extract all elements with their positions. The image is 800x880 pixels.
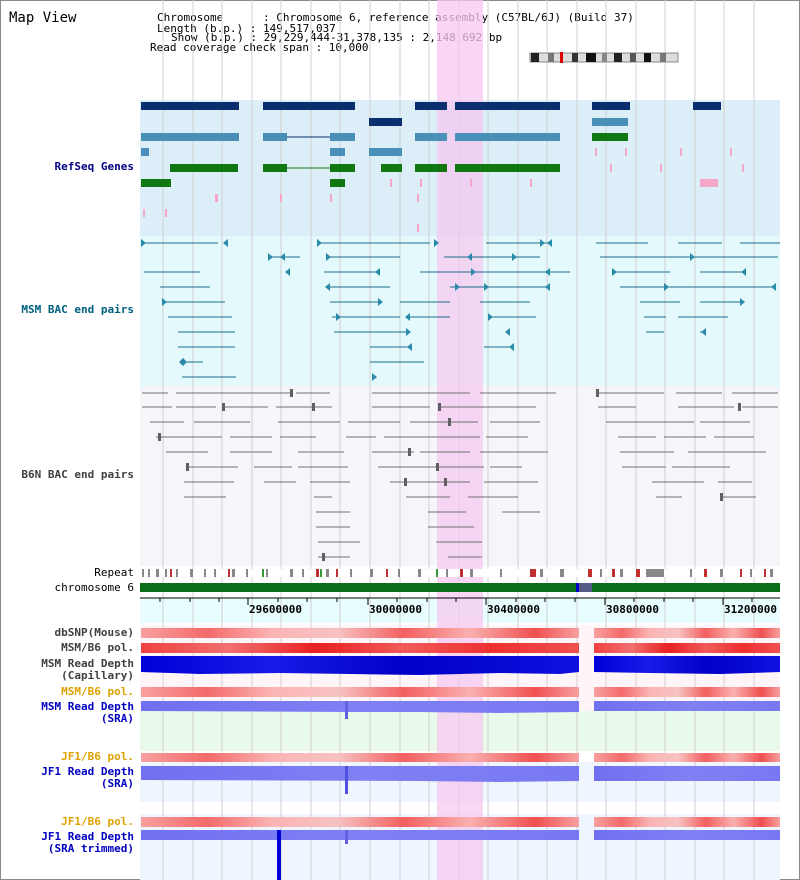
axis-tick-label: 30000000	[369, 603, 422, 616]
b6n-bac-pairs	[142, 392, 778, 558]
axis-tick-label: 30800000	[606, 603, 659, 616]
msm-b6-pol-sra-label: MSM/B6 pol.	[61, 685, 134, 698]
axis-tick-label: 30400000	[487, 603, 540, 616]
chromosome-label: chromosome 6	[54, 581, 134, 594]
b6n-bac-label[interactable]: B6N BAC end pairs	[21, 468, 134, 481]
highlight-region	[437, 0, 483, 880]
msm-depth-capillary-sublabel: (Capillary)	[61, 669, 134, 682]
chromosome-ideogram	[529, 52, 679, 63]
axis-tick-label: 31200000	[724, 603, 777, 616]
chromosome-gap-marker	[576, 583, 579, 592]
length-info: Length (b.p.) : 149,517,037	[157, 22, 336, 35]
repeat-track	[140, 569, 780, 577]
refseq-genes-label[interactable]: RefSeq Genes	[54, 160, 134, 173]
msm-depth-sra-sublabel: (SRA)	[100, 712, 134, 725]
b6n-bac-ends	[158, 389, 741, 561]
jf1-b6-pol-label: JF1/B6 pol.	[61, 750, 134, 763]
page-title: Map View	[9, 10, 77, 26]
jf1-depth-trimmed-label: JF1 Read Depth	[41, 830, 134, 843]
gridlines	[162, 0, 755, 880]
axis-tick-label: 29600000	[249, 603, 302, 616]
jf1-b6-pol-trimmed-label: JF1/B6 pol.	[61, 815, 134, 828]
jf1-depth-trimmed-sublabel: (SRA trimmed)	[47, 842, 134, 855]
coverage-tracks	[141, 628, 780, 880]
chromosome-gap	[576, 583, 592, 592]
msm-depth-sra-label: MSM Read Depth	[41, 700, 134, 713]
repeat-label: Repeat	[94, 566, 134, 579]
chromosome-bar	[140, 583, 780, 592]
position-axis	[140, 597, 780, 605]
msm-b6-pol-label: MSM/B6 pol.	[61, 641, 134, 654]
jf1-depth-sra-label: JF1 Read Depth	[41, 765, 134, 778]
refseq-genes	[141, 102, 744, 232]
jf1-depth-sra-sublabel: (SRA)	[100, 777, 134, 790]
msm-bac-ends	[141, 239, 776, 381]
msm-bac-label[interactable]: MSM BAC end pairs	[21, 303, 134, 316]
dbsnp-label: dbSNP(Mouse)	[54, 626, 134, 639]
msm-depth-capillary-label: MSM Read Depth	[41, 657, 134, 670]
